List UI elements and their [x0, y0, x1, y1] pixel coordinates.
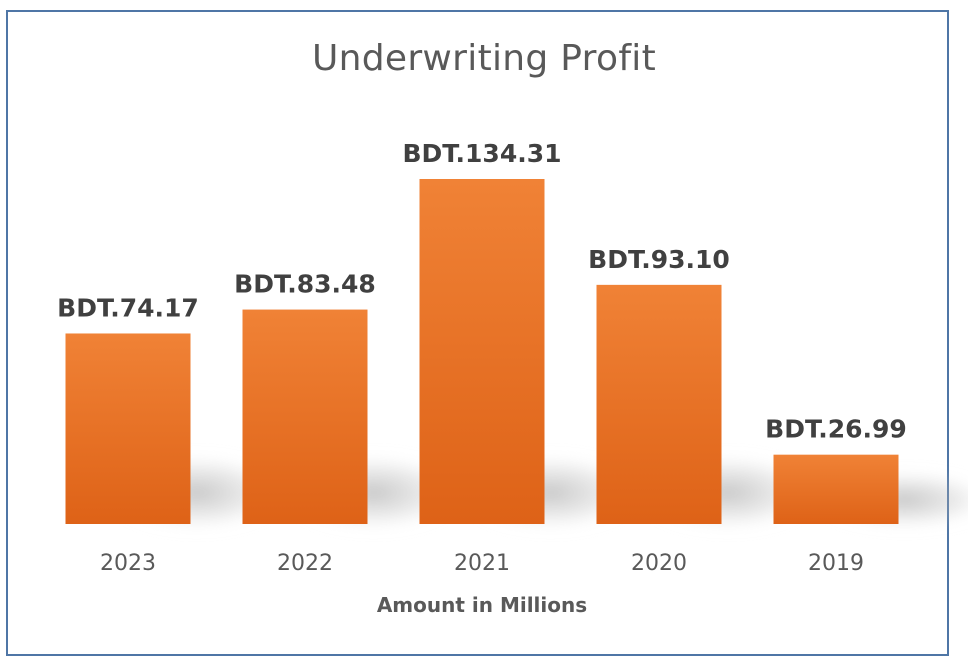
data-labels: BDT.74.17 BDT.83.48 BDT.134.31 BDT.93.10 BDT…	[57, 139, 907, 444]
data-label-2020: BDT.93.10	[588, 245, 730, 274]
bars	[65, 179, 899, 524]
tick-label-2019: 2019	[808, 551, 864, 576]
bar-2019	[773, 454, 899, 524]
tick-label-2021: 2021	[454, 551, 510, 576]
data-label-2023: BDT.74.17	[57, 293, 199, 322]
chart-title: Underwriting Profit	[311, 38, 657, 79]
bar-2021	[419, 179, 545, 524]
bar-2023	[65, 333, 191, 524]
data-label-2019: BDT.26.99	[765, 415, 907, 444]
tick-label-2022: 2022	[277, 551, 333, 576]
bar-2022	[242, 309, 368, 524]
data-label-2022: BDT.83.48	[234, 270, 376, 299]
tick-label-2023: 2023	[100, 551, 156, 576]
bar-2020	[596, 284, 722, 524]
tick-label-2020: 2020	[631, 551, 687, 576]
data-label-2021: BDT.134.31	[402, 139, 561, 168]
x-axis-title: Amount in Millions	[377, 593, 587, 617]
x-axis-tick-labels: 2023 2022 2021 2020 2019	[100, 551, 864, 576]
